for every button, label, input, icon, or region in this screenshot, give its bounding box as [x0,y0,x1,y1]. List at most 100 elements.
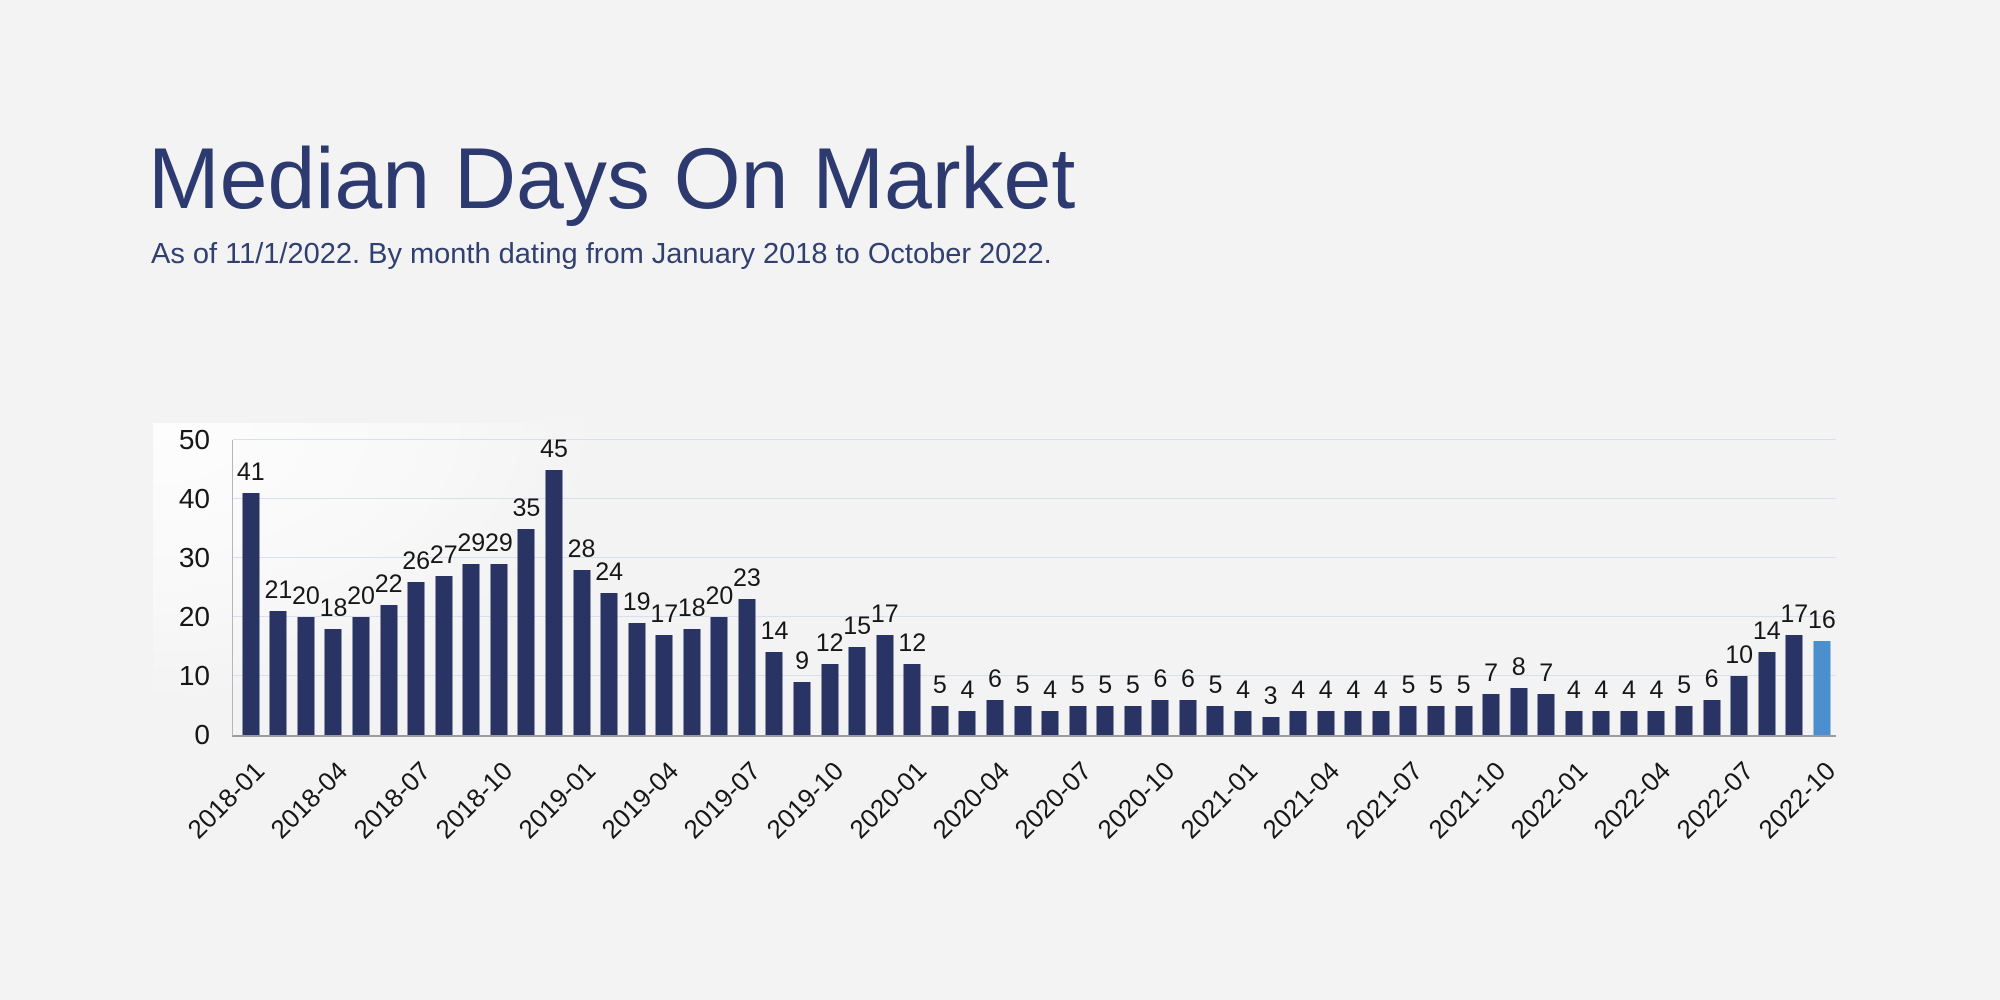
value-label: 17 [870,599,899,628]
bar-slot: 8 [1505,440,1533,735]
bar-2019-02 [600,593,618,735]
x-tick-label: 2019-04 [595,755,685,845]
x-tick-label: 2021-01 [1174,755,1263,845]
bar-slot: 24 [595,440,623,735]
value-label: 4 [1236,676,1250,705]
bar-2022-06 [1703,699,1721,735]
value-label: 15 [843,611,872,640]
value-label: 27 [429,540,458,569]
bar-2019-09 [793,681,811,735]
bar-2020-03 [958,711,976,735]
x-tick-label: 2020-01 [843,755,933,845]
value-label: 21 [264,576,293,605]
bar-2021-02 [1262,717,1280,735]
bar-slot: 17 [1780,440,1809,735]
value-label: 4 [1291,676,1306,705]
bar-slot: 22 [375,440,403,735]
bar-slot: 5 2020-07 [1009,440,1098,844]
value-label: 14 [760,617,789,646]
bar-slot: 12 2019-10 [761,440,850,845]
value-label: 17 [650,599,679,628]
bar-2020-09 [1124,705,1142,735]
bar-2018-12 [545,469,563,735]
value-label: 23 [733,564,761,593]
bar-2018-03 [297,617,315,735]
x-tick-label: 2019-07 [678,755,767,845]
value-label: 18 [677,593,706,622]
value-label: 17 [1780,599,1809,628]
bar-slot: 6 2020-04 [926,440,1015,844]
value-label: 20 [347,582,375,610]
bar-2019-01 [573,569,591,735]
bar-slot: 29 2018-10 [430,440,519,844]
bar-2022-02 [1592,711,1610,735]
bar-2021-06 [1372,711,1390,735]
bar-2021-12 [1537,693,1555,735]
bar-2020-07 [1069,705,1087,735]
bar-2019-12 [876,634,894,735]
value-label: 5 [932,670,947,699]
value-label: 22 [374,570,403,599]
bar-slot: 4 2021-01 [1174,440,1263,844]
bar-2018-11 [517,528,535,735]
bar-slot: 27 [430,440,458,735]
bar-2021-07 [1399,705,1417,735]
bar-2021-03 [1289,711,1307,735]
bar-slot: 7 [1532,440,1560,735]
bar-slot: 4 [954,440,982,735]
bar-slot: 9 [788,440,816,735]
value-label: 28 [567,534,596,563]
bar-slot: 6 [1698,440,1726,735]
bar-2021-01 [1234,711,1252,735]
y-tick-label: 40 [178,483,210,514]
page-subtitle: As of 11/1/2022. By month dating from Ja… [151,238,1052,270]
bar-2018-08 [435,575,453,735]
value-label: 6 [988,664,1002,693]
x-tick-label: 2018-10 [429,755,519,845]
bar-2020-02 [931,705,949,735]
bar-2020-10 [1151,699,1169,735]
bar-2018-06 [380,605,398,735]
bar-slot: 5 [1422,440,1450,735]
value-label: 4 [1649,676,1664,705]
bar-slot: 4 2022-01 [1505,440,1594,844]
bar-2019-10 [821,664,839,735]
bar-2018-05 [352,617,370,735]
value-label: 4 [1043,676,1058,705]
bar-slot: 5 [1670,440,1698,735]
bar-2022-05 [1675,705,1693,735]
bar-slot: 4 2021-04 [1257,440,1346,844]
value-label: 9 [795,646,809,675]
x-tick-label: 2019-10 [760,755,850,845]
bar-2022-04 [1647,711,1665,735]
y-tick-label: 0 [194,719,210,750]
x-tick-label: 2020-04 [926,755,1015,845]
bar-2022-07 [1730,676,1748,735]
bar-2022-08 [1758,652,1776,735]
bar-2020-05 [1014,705,1032,735]
bar-2019-08 [765,652,783,735]
bar-2018-09 [462,563,480,735]
x-tick-label: 2021-04 [1256,755,1346,845]
gridline-20 [233,616,1836,617]
value-label: 5 [1401,670,1416,699]
bar-2021-09 [1455,705,1473,735]
bar-2019-06 [710,617,728,735]
bar-slot: 17 2019-04 [595,440,684,844]
page-title: Median Days On Market [148,131,1076,227]
bar-2019-07 [738,599,756,735]
bar-slot: 26 2018-07 [347,440,436,844]
bar-2019-04 [655,634,673,735]
value-label: 5 [1070,670,1085,699]
bar-slot: 14 [1753,440,1781,735]
value-label: 10 [1725,641,1754,669]
x-tick-label: 2020-10 [1091,755,1181,845]
value-label: 6 [1153,664,1168,693]
x-tick-label: 2018-04 [264,755,354,845]
bar-slot: 4 [1588,440,1616,735]
bar-slot: 6 2020-10 [1091,440,1180,844]
bar-2020-11 [1179,699,1197,735]
value-label: 20 [705,582,734,610]
value-label: 8 [1511,652,1526,681]
value-label: 29 [484,528,513,557]
